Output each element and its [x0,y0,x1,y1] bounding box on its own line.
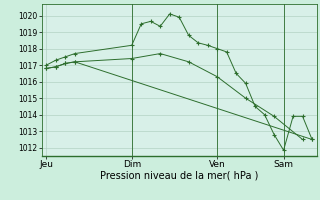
X-axis label: Pression niveau de la mer( hPa ): Pression niveau de la mer( hPa ) [100,171,258,181]
